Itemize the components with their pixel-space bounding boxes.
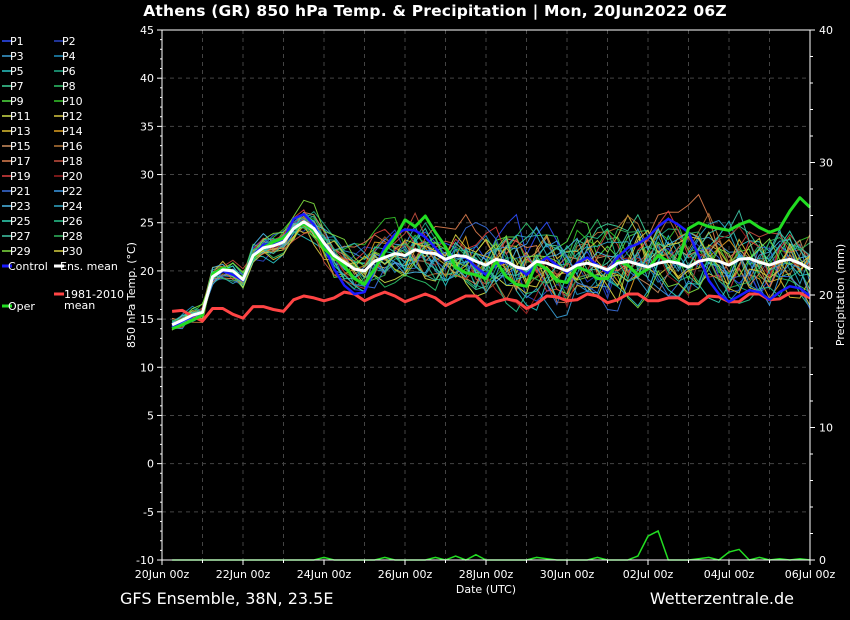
legend-label: P27 xyxy=(10,230,31,243)
legend-label: P20 xyxy=(62,170,83,183)
legend-label: Control xyxy=(8,260,48,273)
legend-label: P13 xyxy=(10,125,31,138)
legend-label: P9 xyxy=(10,95,24,108)
legend-label: P11 xyxy=(10,110,31,123)
x-tick-label: 20Jun 00z xyxy=(135,568,190,581)
legend-label: P6 xyxy=(62,65,76,78)
legend-label: P19 xyxy=(10,170,31,183)
legend-label: 1981-2010 mean xyxy=(64,288,124,312)
ensemble-member-line xyxy=(171,199,811,326)
y2-tick-label: 30 xyxy=(819,157,833,170)
legend-label: P4 xyxy=(62,50,76,63)
legend-label: P17 xyxy=(10,155,31,168)
y-tick-label: 5 xyxy=(147,409,154,422)
legend-label: P18 xyxy=(62,155,83,168)
legend-label: P29 xyxy=(10,245,31,258)
legend: P1 P2 P3 P4 P5 P6 P7 P8 P9 P10 P11 P12 P13 P14 P15 P16 P… xyxy=(2,35,124,313)
site-credit: Wetterzentrale.de xyxy=(649,589,794,608)
series-line-ens-mean xyxy=(171,220,811,327)
legend-label: P12 xyxy=(62,110,83,123)
series-line-oper xyxy=(171,196,812,331)
ensemble-member-line xyxy=(171,219,811,324)
chart-title: Athens (GR) 850 hPa Temp. & Precipitatio… xyxy=(143,2,727,20)
y-tick-label: 35 xyxy=(140,120,154,133)
legend-label: P21 xyxy=(10,185,31,198)
model-info: GFS Ensemble, 38N, 23.5E xyxy=(120,589,334,608)
legend-label: P3 xyxy=(10,50,24,63)
legend-label: P26 xyxy=(62,215,83,228)
legend-label: P1 xyxy=(10,35,24,48)
legend-label: P28 xyxy=(62,230,83,243)
axes-layer: 45 40 35 30 25 20 15 10 5 0 -5 -10 40 30 20 10 0 20Jun 00… xyxy=(125,24,847,596)
y-tick-label: 15 xyxy=(140,313,154,326)
y2-tick-label: 40 xyxy=(819,24,833,37)
y-tick-label: 0 xyxy=(147,458,154,471)
legend-label: P15 xyxy=(10,140,31,153)
x-tick-label: 26Jun 00z xyxy=(378,568,433,581)
ensemble-member-line xyxy=(171,212,811,325)
x-axis-label: Date (UTC) xyxy=(456,583,516,596)
y-tick-label: -5 xyxy=(143,506,154,519)
x-tick-label: 04Jul 00z xyxy=(704,568,755,581)
y2-axis-label: Precipitation (mm) xyxy=(834,244,847,346)
y-axis-label: 850 hPa Temp. (°C) xyxy=(125,242,138,348)
y2-tick-label: 0 xyxy=(819,554,826,567)
x-tick-label: 06Jul 00z xyxy=(785,568,836,581)
y-tick-label: 25 xyxy=(140,217,154,230)
series-line-1981-2010-mean xyxy=(171,290,811,323)
y-tick-label: 45 xyxy=(140,24,154,37)
precipitation-line xyxy=(172,529,811,561)
y-tick-label: 10 xyxy=(140,361,154,374)
legend-label: P7 xyxy=(10,80,24,93)
x-tick-label: 24Jun 00z xyxy=(297,568,352,581)
ensemble-member-line xyxy=(171,221,811,328)
legend-label: P30 xyxy=(62,245,83,258)
main-series-layer xyxy=(171,196,812,331)
y-tick-label: -10 xyxy=(136,554,154,567)
x-tick-label: 28Jun 00z xyxy=(459,568,514,581)
legend-label: P25 xyxy=(10,215,31,228)
legend-label: P2 xyxy=(62,35,76,48)
legend-label: P23 xyxy=(10,200,31,213)
x-tick-label: 22Jun 00z xyxy=(216,568,271,581)
y-tick-label: 20 xyxy=(140,265,154,278)
legend-label: P22 xyxy=(62,185,83,198)
y-tick-label: 40 xyxy=(140,72,154,85)
y2-tick-label: 20 xyxy=(819,289,833,302)
ensemble-member-line xyxy=(171,209,811,323)
legend-label: P24 xyxy=(62,200,83,213)
precipitation-layer xyxy=(172,529,811,561)
legend-label: Ens. mean xyxy=(60,260,118,273)
x-tick-label: 02Jul 00z xyxy=(623,568,674,581)
legend-label: P5 xyxy=(10,65,24,78)
y2-tick-label: 10 xyxy=(819,422,833,435)
grid-layer xyxy=(162,30,810,560)
legend-label: P8 xyxy=(62,80,76,93)
x-tick-label: 30Jun 00z xyxy=(540,568,595,581)
legend-label: Oper xyxy=(8,300,35,313)
legend-label: P16 xyxy=(62,140,83,153)
y-tick-label: 30 xyxy=(140,169,154,182)
legend-label: P14 xyxy=(62,125,83,138)
legend-label: P10 xyxy=(62,95,83,108)
